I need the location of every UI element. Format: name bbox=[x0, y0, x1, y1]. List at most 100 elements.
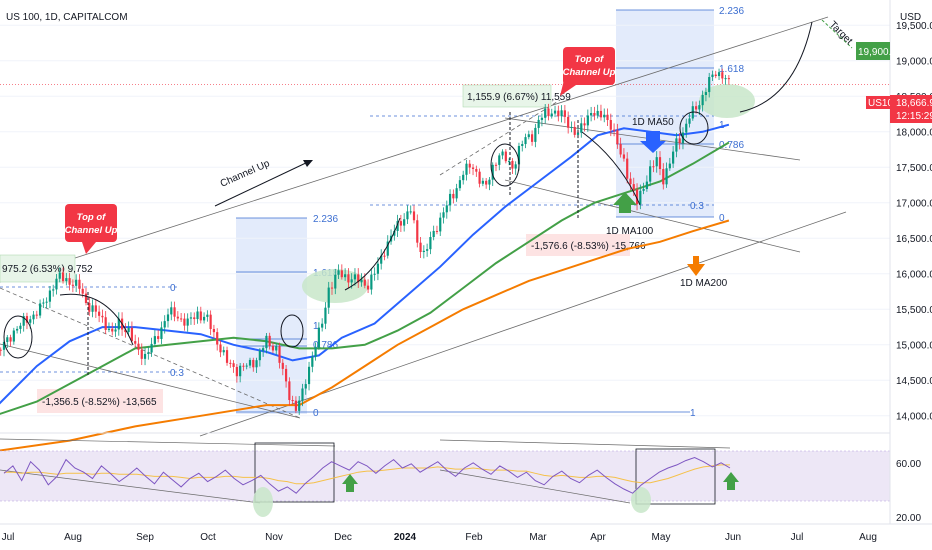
candle-body bbox=[586, 115, 589, 126]
fib2-1-bottom: 1 bbox=[690, 408, 696, 419]
candle-body bbox=[288, 381, 291, 401]
candle-body bbox=[593, 112, 596, 116]
candle-body bbox=[399, 221, 402, 226]
candle-body bbox=[471, 167, 475, 169]
candle-body bbox=[721, 72, 724, 79]
candle-body bbox=[583, 123, 586, 126]
candle-body bbox=[658, 157, 662, 170]
candle-body bbox=[711, 74, 714, 78]
candle-body bbox=[485, 180, 488, 185]
measure-box-2-label: -1,356.5 (-8.52%) -13,565 bbox=[42, 397, 157, 408]
candle-body bbox=[412, 211, 416, 221]
candle-body bbox=[347, 274, 350, 283]
time-tick-label: Jul bbox=[791, 532, 804, 543]
candle-body bbox=[655, 157, 658, 167]
rsi-tick-60: 60.00 bbox=[896, 459, 921, 470]
candle-body bbox=[458, 180, 462, 189]
candle-body bbox=[383, 255, 386, 257]
candle-body bbox=[494, 164, 498, 166]
candle-body bbox=[426, 249, 429, 251]
ma50-label: 1D MA50 bbox=[632, 117, 674, 128]
candle-body bbox=[727, 78, 730, 80]
candle-body bbox=[134, 341, 137, 344]
candle-body bbox=[504, 151, 507, 162]
price-axis[interactable]: USD 19,500.019,000.018,500.018,000.017,5… bbox=[856, 0, 932, 524]
time-tick-label: Dec bbox=[334, 532, 352, 543]
grid-lines bbox=[0, 24, 890, 417]
candle-body bbox=[235, 366, 238, 377]
candle-body bbox=[52, 289, 55, 291]
candle-body bbox=[25, 316, 29, 323]
measure-box-1-label: 975.2 (6.53%) 9,752 bbox=[2, 264, 93, 275]
candle-body bbox=[170, 307, 173, 315]
candle-body bbox=[373, 273, 376, 275]
candle-body bbox=[491, 164, 494, 180]
rsi-highlight-2 bbox=[631, 487, 651, 513]
candle-body bbox=[2, 341, 6, 350]
candle-body bbox=[344, 274, 347, 278]
candle-body bbox=[534, 127, 537, 142]
ma100-arrow-icon bbox=[613, 192, 637, 213]
fib-zone-2 bbox=[616, 10, 714, 217]
candle-body bbox=[193, 317, 196, 320]
fib2-1: 1 bbox=[719, 120, 725, 131]
candle-body bbox=[701, 95, 704, 106]
candle-body bbox=[324, 307, 327, 324]
candle-body bbox=[678, 138, 681, 144]
price-tick-label: 14,000.0 bbox=[896, 411, 932, 422]
price-tick-label: 17,000.0 bbox=[896, 198, 932, 209]
target-tag-value: 19,900.0 bbox=[858, 47, 897, 58]
fib2-0: 0 bbox=[719, 213, 725, 224]
rsi-arrow-up-icon-2 bbox=[723, 472, 739, 490]
candle-body bbox=[337, 270, 340, 275]
candle-body bbox=[206, 314, 209, 317]
candle-body bbox=[396, 221, 399, 231]
curve-arrow-3 bbox=[581, 131, 641, 206]
candle-body bbox=[42, 302, 45, 304]
candle-body bbox=[708, 77, 711, 93]
candle-body bbox=[88, 302, 91, 312]
candle-body bbox=[130, 327, 134, 342]
candle-body bbox=[111, 328, 114, 332]
fib2-2236: 2.236 bbox=[719, 6, 744, 17]
candle-body bbox=[58, 272, 61, 279]
candle-body bbox=[45, 301, 48, 303]
candle-body bbox=[61, 272, 65, 282]
candle-body bbox=[0, 349, 2, 351]
candle-body bbox=[357, 274, 360, 283]
candle-body bbox=[225, 350, 229, 363]
time-tick-label: Sep bbox=[136, 532, 154, 543]
candle-body bbox=[576, 132, 580, 135]
candle-body bbox=[212, 328, 216, 333]
candle-body bbox=[176, 316, 179, 319]
candle-body bbox=[68, 278, 71, 285]
rsi-band bbox=[0, 451, 890, 501]
candle-body bbox=[439, 217, 442, 232]
rsi-line bbox=[3, 456, 731, 494]
channel-down-2-bottom bbox=[504, 179, 801, 253]
candle-body bbox=[442, 212, 445, 218]
candle-body bbox=[199, 311, 202, 321]
time-axis[interactable]: Jul Aug Sep Oct Nov Dec 2024 Feb Mar Apr May Jun Jul… bbox=[0, 523, 932, 543]
ma100-label: 1D MA100 bbox=[606, 226, 654, 237]
candle-body bbox=[448, 193, 452, 206]
time-tick-label: Jun bbox=[725, 532, 741, 543]
candle-body bbox=[38, 303, 42, 316]
candle-body bbox=[544, 108, 547, 118]
candle-body bbox=[98, 311, 101, 316]
rsi-box-1 bbox=[254, 442, 335, 503]
1d-ma200-line bbox=[0, 219, 730, 452]
price-tag bbox=[890, 95, 932, 123]
candle-body bbox=[563, 110, 566, 117]
candle-body bbox=[160, 327, 163, 339]
candle-body bbox=[216, 332, 219, 345]
price-tag-value: 18,666.9 bbox=[896, 98, 932, 109]
candle-body bbox=[307, 366, 311, 385]
ma200-arrow-icon bbox=[687, 256, 705, 276]
candle-body bbox=[153, 336, 156, 344]
circle-marks bbox=[3, 21, 813, 375]
candle-body bbox=[652, 166, 655, 168]
candle-body bbox=[117, 318, 120, 330]
curve-arrow-2 bbox=[344, 217, 401, 291]
